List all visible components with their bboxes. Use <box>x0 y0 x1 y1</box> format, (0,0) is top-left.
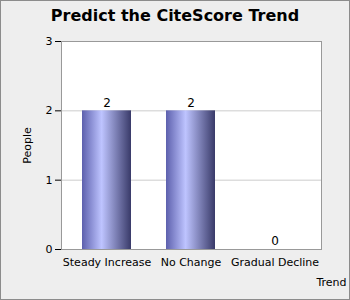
svg-text:Steady Increase: Steady Increase <box>63 256 152 269</box>
svg-text:People: People <box>21 127 34 164</box>
svg-text:1: 1 <box>46 174 53 187</box>
svg-text:0: 0 <box>271 234 279 248</box>
svg-text:Trend: Trend <box>315 276 346 289</box>
svg-text:2: 2 <box>46 104 53 117</box>
svg-text:2: 2 <box>187 96 195 110</box>
svg-text:0: 0 <box>46 243 53 256</box>
svg-text:2: 2 <box>103 96 111 110</box>
svg-text:Gradual Decline: Gradual Decline <box>231 256 319 269</box>
svg-text:3: 3 <box>46 35 53 48</box>
html-text:Predict the CiteScore Trend: Predict the CiteScore Trend <box>50 6 300 25</box>
svg-text:No Change: No Change <box>161 256 222 269</box>
